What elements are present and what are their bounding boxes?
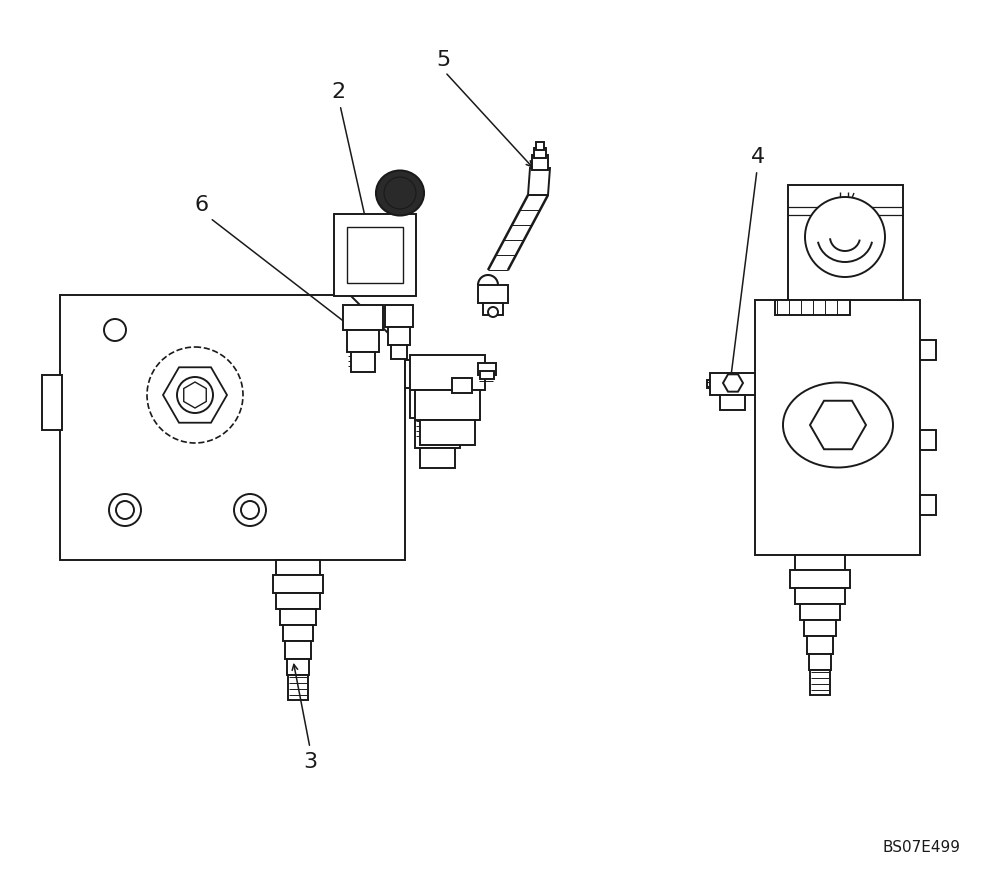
- Bar: [807, 636, 833, 654]
- Bar: [283, 625, 313, 641]
- Text: 2: 2: [331, 82, 345, 102]
- Bar: [795, 555, 845, 570]
- Bar: [800, 604, 840, 620]
- Bar: [420, 420, 475, 445]
- Circle shape: [116, 501, 134, 519]
- Circle shape: [488, 307, 498, 317]
- Text: 5: 5: [436, 50, 450, 70]
- Bar: [810, 670, 830, 695]
- Text: 4: 4: [751, 147, 765, 167]
- Ellipse shape: [376, 171, 424, 216]
- Circle shape: [177, 377, 213, 413]
- Bar: [809, 654, 831, 670]
- Bar: [775, 300, 850, 315]
- Bar: [788, 185, 903, 300]
- Bar: [410, 388, 465, 418]
- Bar: [385, 305, 413, 327]
- Bar: [347, 330, 379, 352]
- Bar: [410, 355, 485, 390]
- Circle shape: [805, 197, 885, 277]
- Bar: [388, 327, 410, 345]
- Bar: [280, 609, 316, 625]
- Bar: [920, 340, 936, 360]
- Bar: [405, 360, 470, 388]
- Bar: [478, 285, 508, 303]
- Circle shape: [241, 501, 259, 519]
- Bar: [710, 373, 755, 395]
- Circle shape: [234, 494, 266, 526]
- Bar: [288, 675, 308, 700]
- Bar: [343, 305, 383, 330]
- Polygon shape: [184, 382, 206, 408]
- Polygon shape: [60, 295, 405, 560]
- Bar: [351, 352, 375, 372]
- Bar: [795, 588, 845, 604]
- Bar: [276, 593, 320, 609]
- Bar: [483, 303, 503, 315]
- Text: 6: 6: [195, 195, 209, 215]
- Bar: [920, 430, 936, 450]
- Bar: [755, 300, 920, 555]
- Circle shape: [109, 494, 141, 526]
- Bar: [720, 395, 745, 410]
- Bar: [415, 390, 480, 420]
- Bar: [391, 345, 407, 359]
- Bar: [804, 620, 836, 636]
- Bar: [276, 560, 320, 575]
- Polygon shape: [163, 367, 227, 422]
- Ellipse shape: [783, 383, 893, 467]
- Bar: [420, 448, 455, 468]
- Bar: [287, 659, 309, 675]
- Bar: [790, 570, 850, 588]
- Bar: [478, 363, 496, 375]
- Bar: [452, 378, 472, 393]
- Polygon shape: [347, 227, 403, 283]
- Text: 3: 3: [303, 752, 317, 772]
- Bar: [273, 575, 323, 593]
- Bar: [707, 380, 717, 388]
- Bar: [534, 148, 546, 158]
- Bar: [42, 375, 62, 430]
- Polygon shape: [334, 214, 416, 296]
- Bar: [532, 155, 548, 170]
- Bar: [480, 371, 494, 379]
- Bar: [715, 378, 730, 390]
- Bar: [536, 142, 544, 150]
- Bar: [415, 418, 460, 448]
- Polygon shape: [528, 168, 550, 195]
- Bar: [285, 641, 311, 659]
- Polygon shape: [723, 374, 743, 392]
- Text: BS07E499: BS07E499: [882, 840, 960, 855]
- Circle shape: [384, 177, 416, 209]
- Circle shape: [104, 319, 126, 341]
- Polygon shape: [810, 400, 866, 450]
- Bar: [920, 495, 936, 515]
